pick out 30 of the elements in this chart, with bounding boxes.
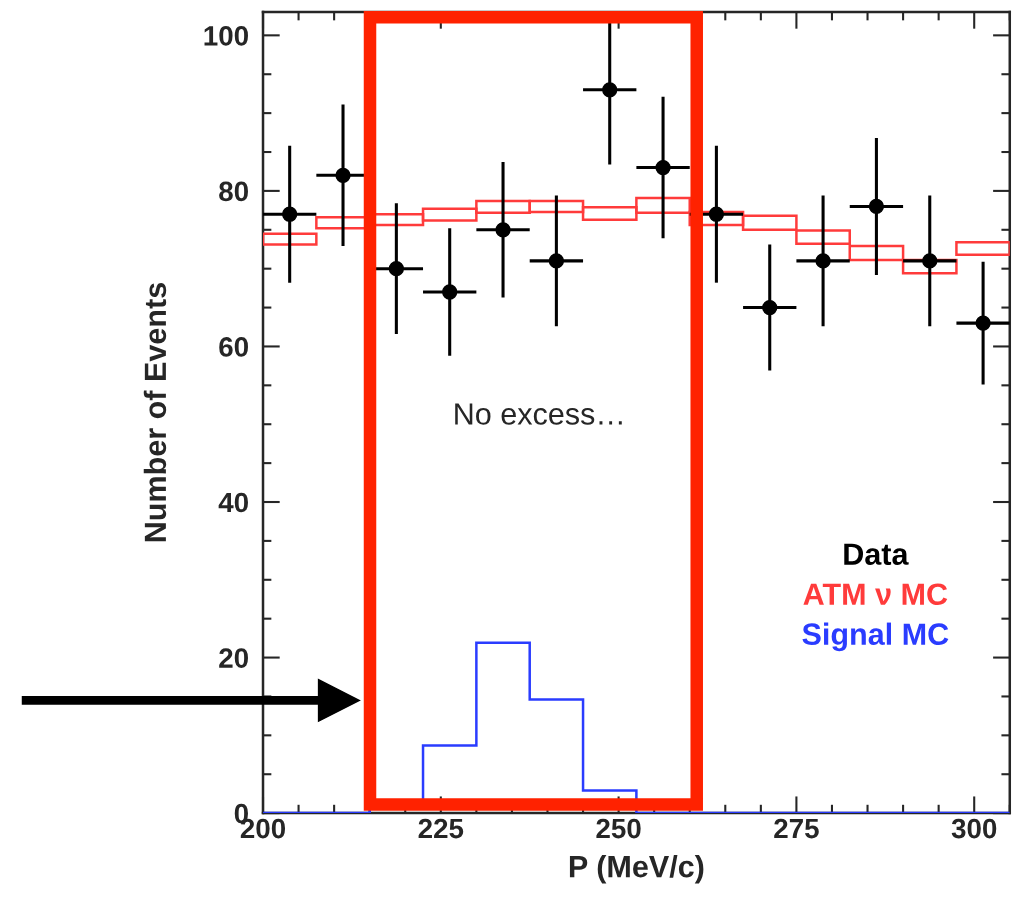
bar bbox=[263, 232, 318, 246]
point bbox=[762, 299, 778, 316]
text: Signal MC bbox=[802, 622, 949, 652]
x-tick-label: 250 bbox=[596, 818, 641, 839]
y-tick-label: 40 bbox=[218, 492, 248, 513]
point bbox=[282, 206, 298, 222]
point bbox=[868, 198, 885, 215]
text: ATM ν MC bbox=[803, 583, 948, 606]
x-axis-title: P (MeV/c) bbox=[569, 854, 704, 884]
point bbox=[975, 315, 991, 331]
y-tick-label: 100 bbox=[204, 26, 248, 46]
point bbox=[548, 253, 565, 269]
bar bbox=[955, 240, 1010, 256]
y-tick-label: 60 bbox=[219, 337, 248, 357]
y-tick-label: 20 bbox=[219, 648, 248, 668]
x-tick-label: 300 bbox=[951, 818, 997, 839]
point bbox=[655, 159, 671, 176]
point bbox=[442, 284, 458, 300]
y-tick-label: 80 bbox=[219, 181, 248, 202]
point bbox=[335, 167, 351, 183]
point bbox=[388, 261, 404, 277]
point bbox=[815, 253, 831, 269]
point bbox=[708, 206, 725, 222]
point bbox=[602, 82, 618, 98]
annotation: No excess… bbox=[455, 403, 622, 425]
x-tick-label: 225 bbox=[418, 818, 464, 839]
y-axis-title: Number of Events bbox=[143, 283, 167, 542]
point bbox=[495, 222, 511, 238]
x-tick-label: 275 bbox=[774, 818, 819, 839]
text: Data bbox=[844, 543, 909, 565]
